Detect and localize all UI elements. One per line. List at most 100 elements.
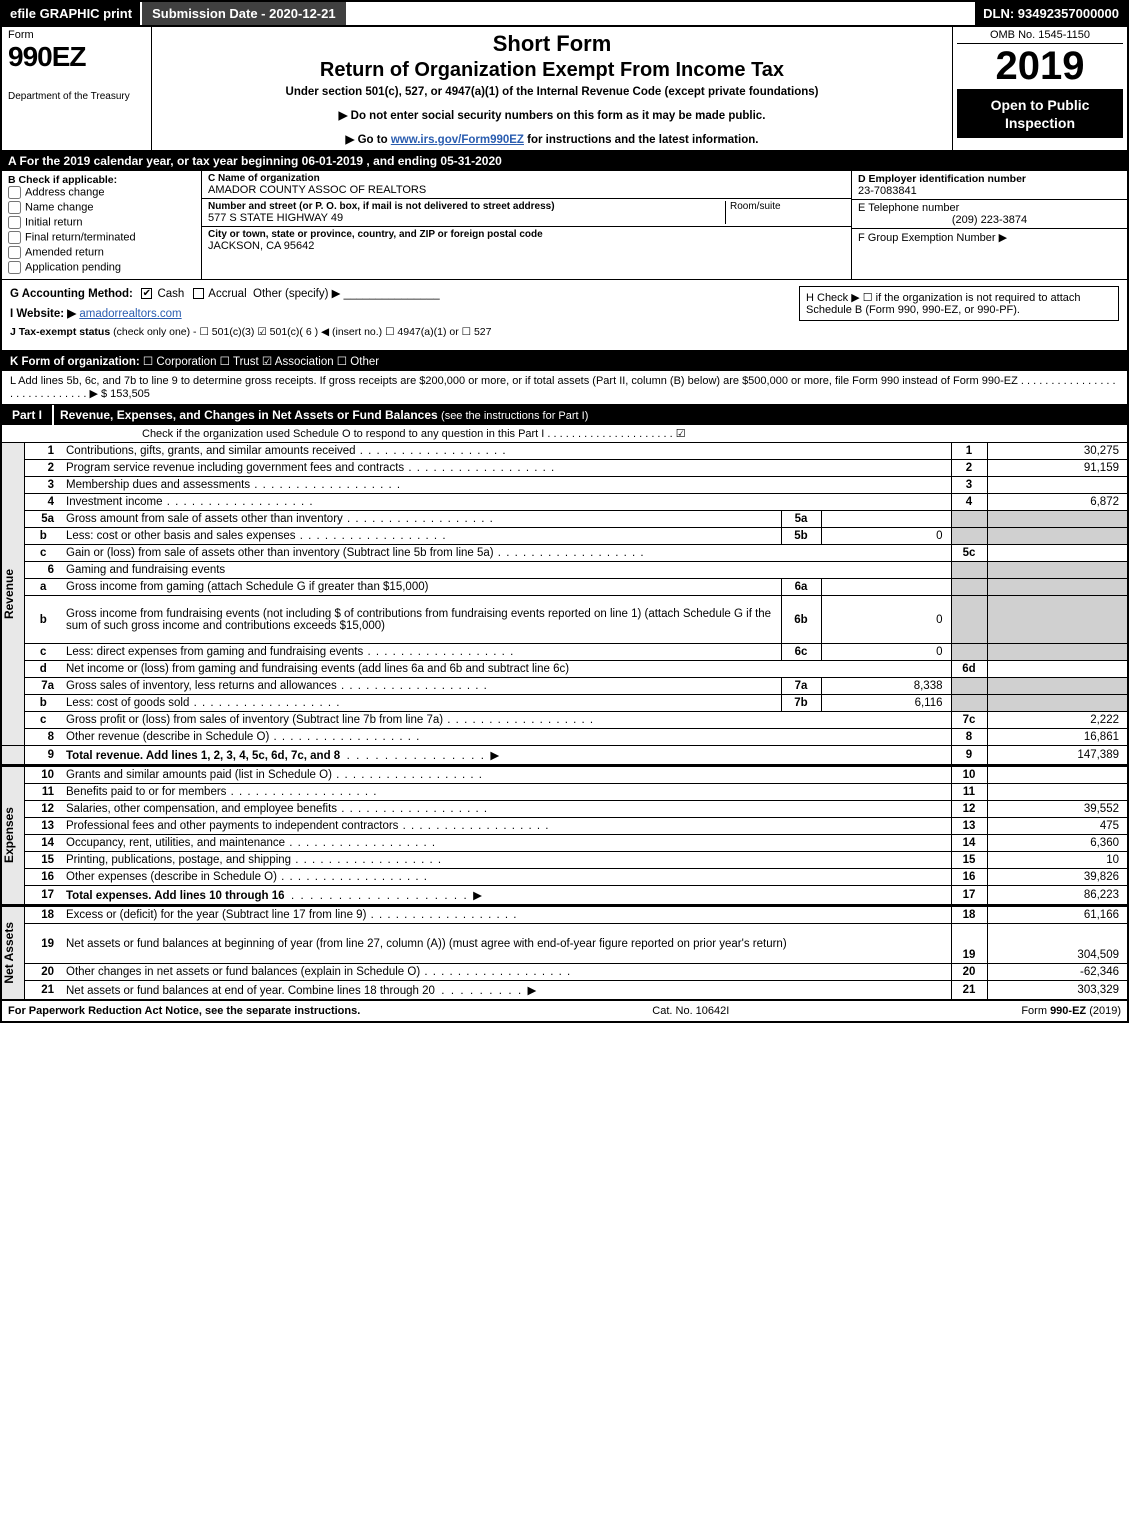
line-a-begin: 06-01-2019 — [302, 154, 363, 168]
amt — [987, 511, 1127, 528]
amt — [987, 562, 1127, 579]
part1-label: Part I — [2, 405, 54, 425]
cb-final-return[interactable]: Final return/terminated — [8, 231, 195, 244]
line-a-end: 05-31-2020 — [440, 154, 501, 168]
ln: 1 — [24, 443, 62, 460]
part1-check: Check if the organization used Schedule … — [2, 425, 1127, 443]
rnum: 19 — [951, 924, 987, 964]
ein: 23-7083841 — [858, 185, 1121, 197]
rows-g-to-j: H Check ▶ ☐ if the organization is not r… — [2, 280, 1127, 351]
row-k: K Form of organization: ☐ Corporation ☐ … — [2, 351, 1127, 371]
expenses-side-label: Expenses — [2, 807, 16, 863]
city: JACKSON, CA 95642 — [208, 240, 543, 252]
rnum: 12 — [951, 801, 987, 818]
amt — [987, 766, 1127, 784]
desc: Salaries, other compensation, and employ… — [62, 801, 951, 818]
rnum: 11 — [951, 784, 987, 801]
ln: 4 — [24, 494, 62, 511]
e-label: E Telephone number — [858, 202, 1121, 214]
department: Department of the Treasury — [8, 91, 145, 102]
cb-cash[interactable] — [141, 288, 152, 299]
netassets-side-label: Net Assets — [2, 922, 16, 984]
ln: 14 — [24, 835, 62, 852]
footer-right: Form 990-EZ (2019) — [1021, 1005, 1121, 1017]
desc: Contributions, gifts, grants, and simila… — [62, 443, 951, 460]
desc: Gaming and fundraising events — [62, 562, 951, 579]
revenue-side-label: Revenue — [2, 569, 16, 619]
desc: Gross income from fundraising events (no… — [62, 596, 781, 644]
room-suite-label: Room/suite — [725, 201, 845, 224]
g-label: G Accounting Method: — [10, 288, 133, 300]
b-label: B Check if applicable: — [8, 174, 195, 186]
irs-link[interactable]: www.irs.gov/Form990EZ — [391, 134, 524, 146]
cb-name-change[interactable]: Name change — [8, 201, 195, 214]
j-rest: (check only one) - ☐ 501(c)(3) ☑ 501(c)(… — [110, 326, 491, 338]
under-section: Under section 501(c), 527, or 4947(a)(1)… — [158, 86, 946, 98]
header-title-block: Short Form Return of Organization Exempt… — [152, 27, 952, 150]
j-label: J Tax-exempt status — [10, 326, 110, 338]
box-label: 6b — [781, 596, 821, 644]
rnum: 20 — [951, 964, 987, 981]
ln: 8 — [24, 729, 62, 746]
amt: 39,552 — [987, 801, 1127, 818]
rnum: 14 — [951, 835, 987, 852]
amt: 61,166 — [987, 906, 1127, 924]
rnum: 21 — [951, 981, 987, 1000]
ln: 5a — [24, 511, 62, 528]
cb-accrual[interactable] — [193, 288, 204, 299]
amt: 91,159 — [987, 460, 1127, 477]
ln: 15 — [24, 852, 62, 869]
h-box: H Check ▶ ☐ if the organization is not r… — [799, 286, 1119, 321]
desc: Other changes in net assets or fund bala… — [62, 964, 951, 981]
short-form-title: Short Form — [158, 31, 946, 57]
l-amount: 153,505 — [110, 388, 150, 400]
ln: c — [24, 644, 62, 661]
revenue-table: Revenue 1 Contributions, gifts, grants, … — [2, 443, 1127, 765]
part1-title: Revenue, Expenses, and Changes in Net As… — [60, 408, 441, 422]
box-val: 0 — [821, 596, 951, 644]
expenses-table: Expenses 10 Grants and similar amounts p… — [2, 765, 1127, 905]
amt: 10 — [987, 852, 1127, 869]
ln: c — [24, 545, 62, 562]
amt: 39,826 — [987, 869, 1127, 886]
col-c: C Name of organization AMADOR COUNTY ASS… — [202, 171, 852, 279]
desc: Other expenses (describe in Schedule O) — [62, 869, 951, 886]
l-text: L Add lines 5b, 6c, and 7b to line 9 to … — [10, 375, 1116, 400]
k-label: K Form of organization: — [10, 356, 140, 368]
omb-number: OMB No. 1545-1150 — [957, 29, 1123, 44]
amt — [987, 545, 1127, 562]
rnum: 9 — [951, 746, 987, 765]
goto-post: for instructions and the latest informat… — [524, 134, 759, 146]
footer-mid: Cat. No. 10642I — [360, 1005, 1021, 1017]
rnum: 4 — [951, 494, 987, 511]
cb-initial-return[interactable]: Initial return — [8, 216, 195, 229]
k-rest: ☐ Corporation ☐ Trust ☑ Association ☐ Ot… — [140, 356, 379, 368]
ln: 11 — [24, 784, 62, 801]
ln: 6 — [24, 562, 62, 579]
desc: Total revenue. Add lines 1, 2, 3, 4, 5c,… — [62, 746, 951, 765]
website-link[interactable]: amadorrealtors.com — [79, 308, 181, 320]
cb-application-pending[interactable]: Application pending — [8, 261, 195, 274]
amt — [987, 644, 1127, 661]
box-label: 7b — [781, 695, 821, 712]
desc: Less: cost or other basis and sales expe… — [62, 528, 781, 545]
cb-address-change[interactable]: Address change — [8, 186, 195, 199]
box-val — [821, 511, 951, 528]
box-val — [821, 579, 951, 596]
cb-initial-return-label: Initial return — [25, 216, 82, 228]
rnum — [951, 695, 987, 712]
topbar: efile GRAPHIC print Submission Date - 20… — [2, 2, 1127, 27]
desc: Gross amount from sale of assets other t… — [62, 511, 781, 528]
desc: Net assets or fund balances at end of ye… — [62, 981, 951, 1000]
ln: c — [24, 712, 62, 729]
amt: 147,389 — [987, 746, 1127, 765]
form-label: Form — [8, 29, 145, 41]
box-val: 0 — [821, 528, 951, 545]
footer-left: For Paperwork Reduction Act Notice, see … — [8, 1005, 360, 1017]
cb-amended-return[interactable]: Amended return — [8, 246, 195, 259]
ln: 7a — [24, 678, 62, 695]
box-label: 5b — [781, 528, 821, 545]
desc: Gross sales of inventory, less returns a… — [62, 678, 781, 695]
amt: 6,360 — [987, 835, 1127, 852]
ln: 17 — [24, 886, 62, 905]
